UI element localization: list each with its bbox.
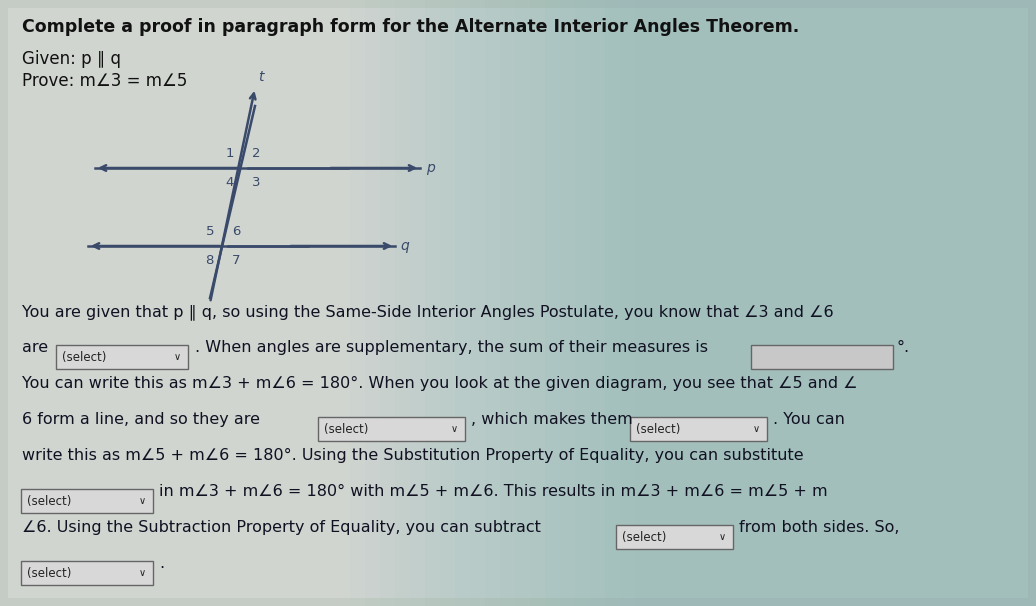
Text: in m∠3 + m∠6 = 180° with m∠5 + m∠6. This results in m∠3 + m∠6 = m∠5 + m: in m∠3 + m∠6 = 180° with m∠5 + m∠6. This… (159, 484, 828, 499)
Text: (select): (select) (622, 530, 666, 544)
Text: 2: 2 (252, 147, 260, 160)
Text: .: . (159, 556, 164, 571)
Text: ∨: ∨ (139, 568, 146, 578)
Text: from both sides. So,: from both sides. So, (739, 520, 899, 535)
Text: , which makes them: , which makes them (471, 412, 633, 427)
Text: t: t (258, 70, 263, 84)
FancyBboxPatch shape (616, 525, 733, 549)
Text: Prove: m∠3 = m∠5: Prove: m∠3 = m∠5 (22, 72, 188, 90)
Text: Given: p ∥ q: Given: p ∥ q (22, 50, 121, 68)
Text: 5: 5 (205, 225, 214, 238)
FancyBboxPatch shape (56, 345, 188, 369)
Text: 4: 4 (226, 176, 234, 189)
Text: 3: 3 (252, 176, 260, 189)
Text: p: p (426, 161, 435, 175)
Text: °.: °. (897, 340, 910, 355)
Text: q: q (400, 239, 409, 253)
Text: 6: 6 (232, 225, 240, 238)
Text: . When angles are supplementary, the sum of their measures is: . When angles are supplementary, the sum… (195, 340, 708, 355)
Text: . You can: . You can (773, 412, 845, 427)
Text: (select): (select) (62, 350, 107, 364)
Text: write this as m∠5 + m∠6 = 180°. Using the Substitution Property of Equality, you: write this as m∠5 + m∠6 = 180°. Using th… (22, 448, 804, 463)
Text: (select): (select) (27, 494, 71, 507)
Text: ∨: ∨ (139, 496, 146, 506)
FancyBboxPatch shape (751, 345, 893, 369)
Text: are: are (22, 340, 48, 355)
Text: Complete a proof in paragraph form for the Alternate Interior Angles Theorem.: Complete a proof in paragraph form for t… (22, 18, 799, 36)
Text: 7: 7 (232, 254, 240, 267)
Text: ∨: ∨ (718, 532, 725, 542)
FancyBboxPatch shape (318, 417, 465, 441)
FancyBboxPatch shape (21, 489, 153, 513)
Text: 1: 1 (226, 147, 234, 160)
Text: ∠6. Using the Subtraction Property of Equality, you can subtract: ∠6. Using the Subtraction Property of Eq… (22, 520, 541, 535)
FancyBboxPatch shape (630, 417, 767, 441)
Text: ∨: ∨ (173, 352, 180, 362)
Text: 8: 8 (205, 254, 214, 267)
Text: (select): (select) (636, 422, 681, 436)
Text: 6 form a line, and so they are: 6 form a line, and so they are (22, 412, 260, 427)
Text: ∨: ∨ (752, 424, 759, 434)
Text: (select): (select) (324, 422, 369, 436)
Text: ∨: ∨ (451, 424, 458, 434)
Text: You can write this as m∠3 + m∠6 = 180°. When you look at the given diagram, you : You can write this as m∠3 + m∠6 = 180°. … (22, 376, 858, 391)
FancyBboxPatch shape (21, 561, 153, 585)
Text: (select): (select) (27, 567, 71, 579)
FancyBboxPatch shape (8, 8, 1028, 598)
Text: You are given that p ∥ q, so using the Same-Side Interior Angles Postulate, you : You are given that p ∥ q, so using the S… (22, 304, 834, 320)
